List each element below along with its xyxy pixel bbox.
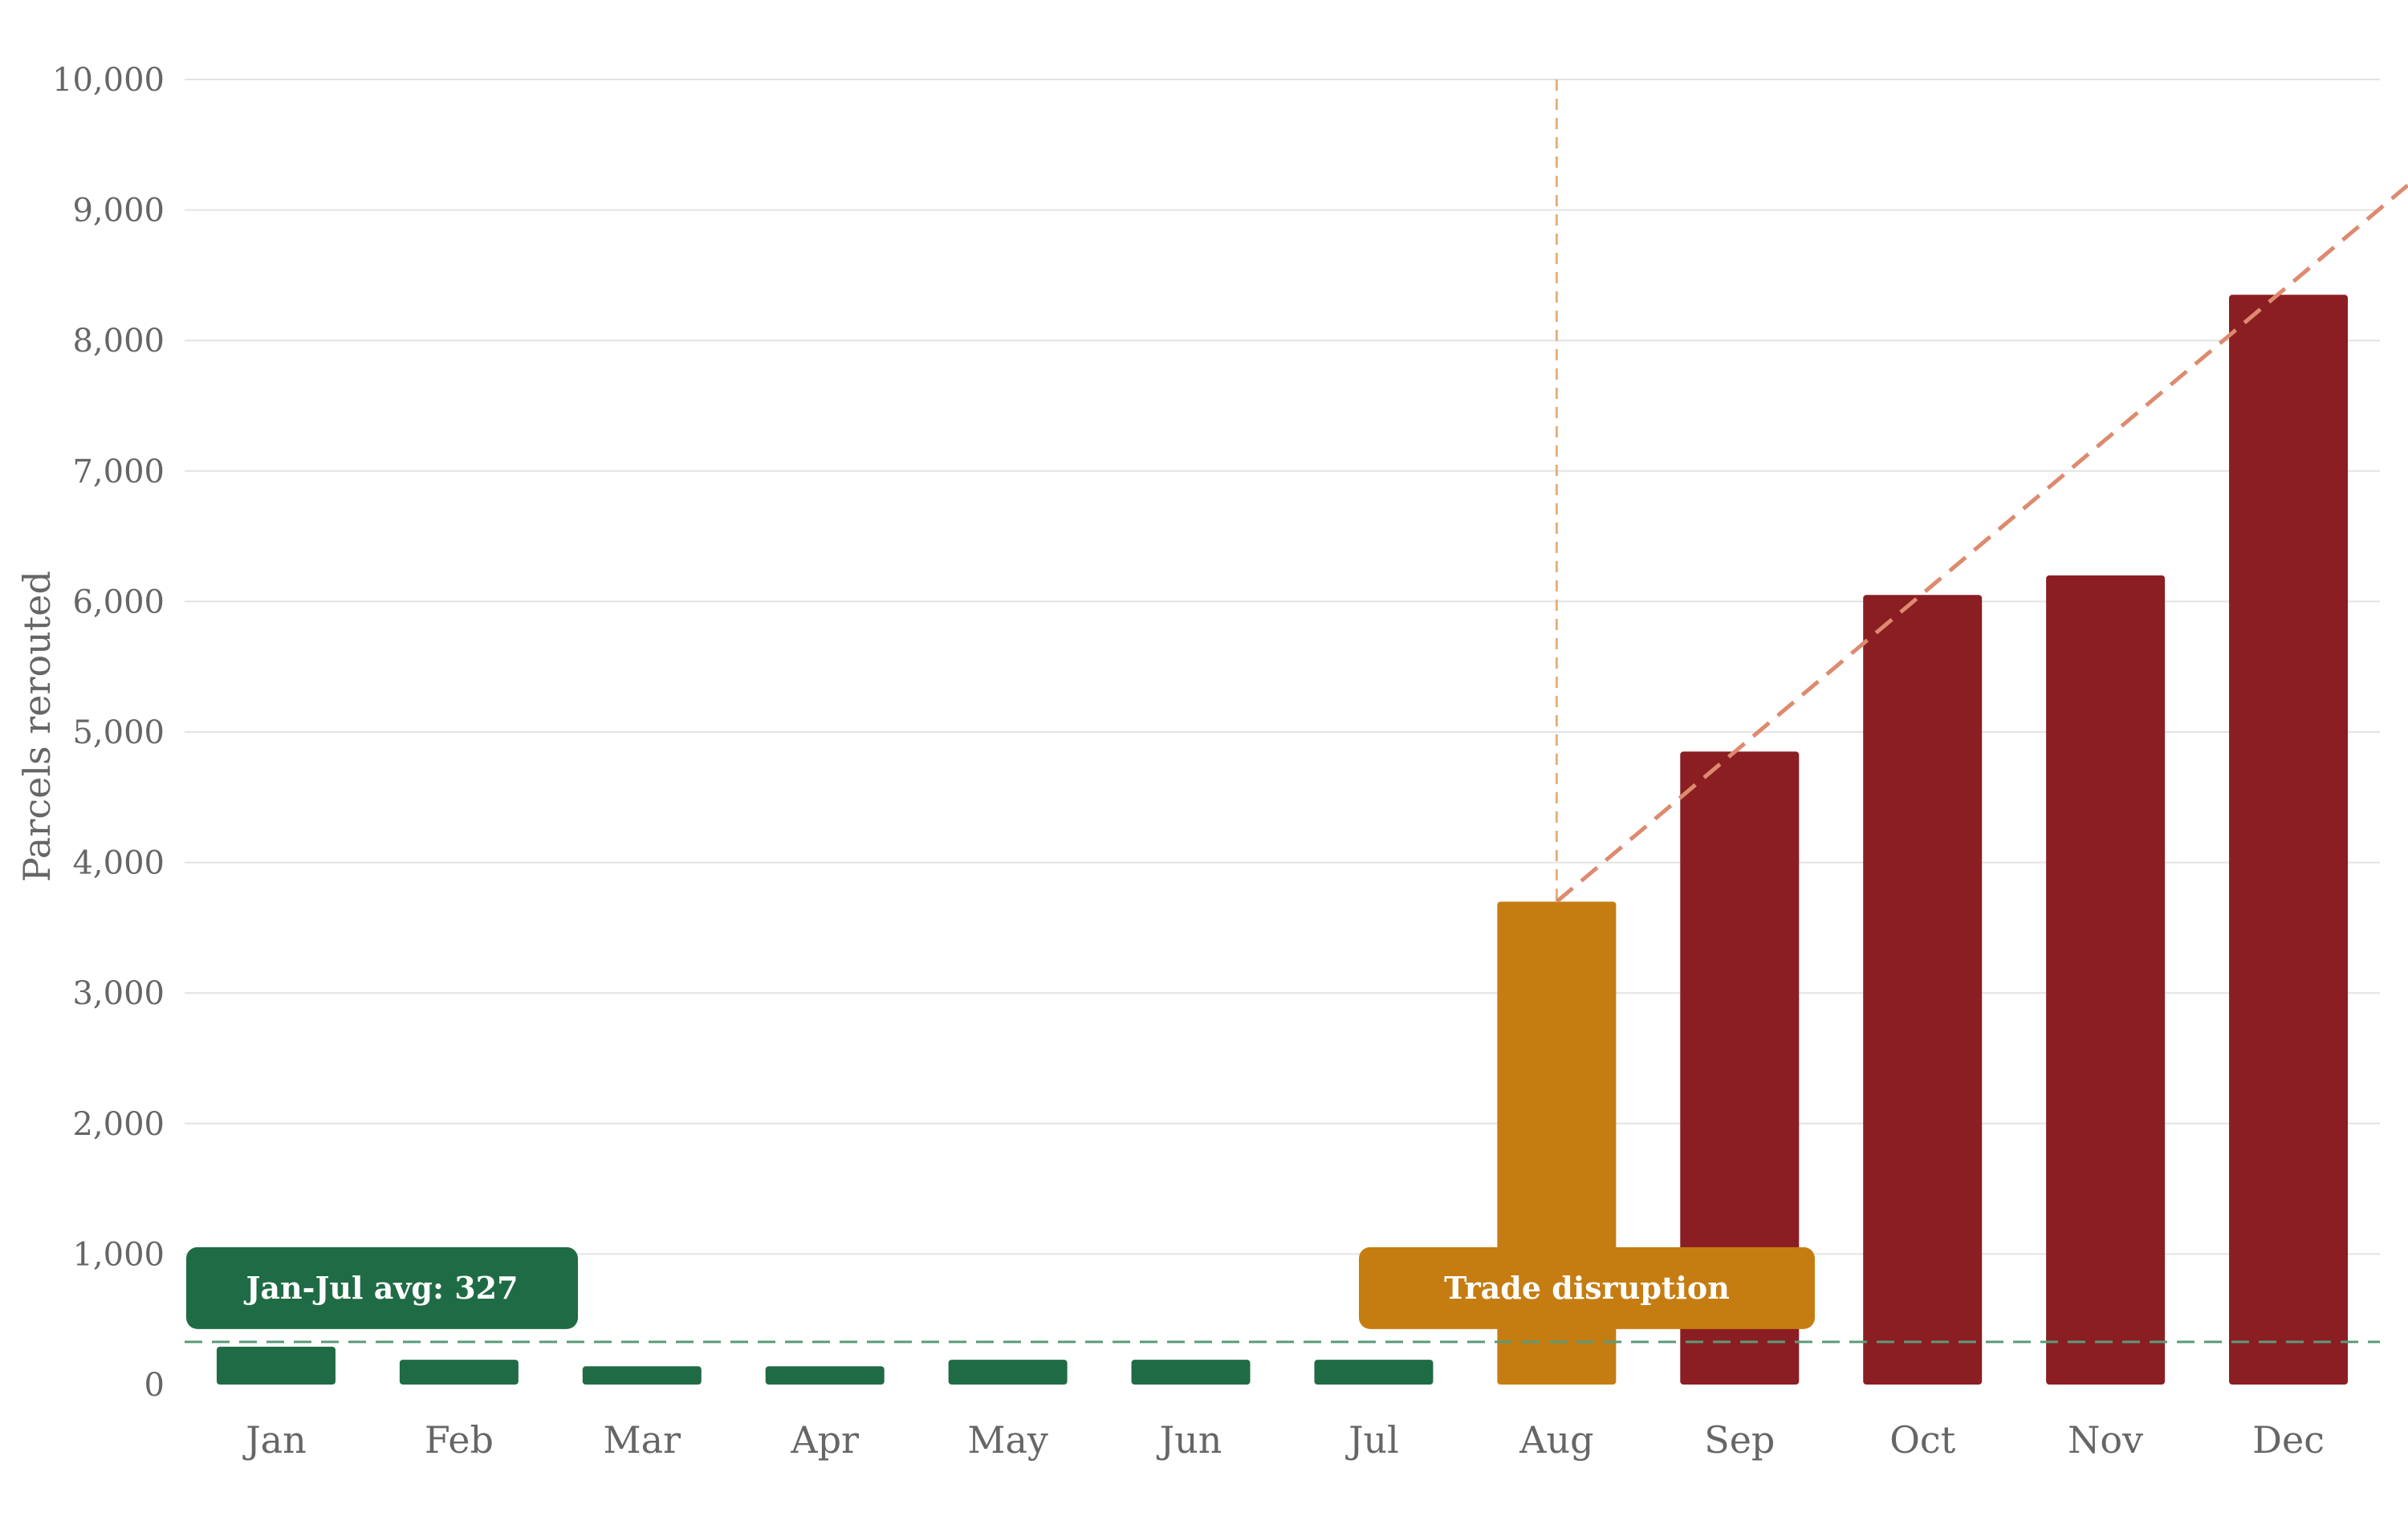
bar-sep: [1680, 751, 1800, 1385]
x-tick-label: Jul: [1345, 1418, 1399, 1462]
event-callout-label: Trade disruption: [1444, 1270, 1730, 1306]
y-tick-label: 4,000: [72, 845, 165, 882]
y-tick-label: 8,000: [72, 323, 165, 360]
y-tick-label: 1,000: [72, 1236, 165, 1273]
average-callout-box: [186, 1246, 578, 1329]
x-axis-labels: Jan Feb Mar Apr May Jun Jul Aug Sep Oct Nov Dec: [242, 1418, 2325, 1462]
y-axis-title: Parcels rerouted: [15, 571, 59, 882]
bar-nov: [2046, 575, 2166, 1385]
y-tick-label: 7,000: [72, 453, 165, 490]
y-tick-label: 9,000: [72, 193, 165, 230]
bars: [216, 295, 2349, 1385]
bar-oct: [1863, 595, 1983, 1385]
x-tick-label: Nov: [2068, 1418, 2143, 1462]
y-tick-label: 10,000: [52, 62, 165, 99]
bar-apr: [765, 1366, 885, 1385]
x-tick-label: Feb: [425, 1418, 494, 1462]
bar-jul: [1314, 1360, 1434, 1385]
bar-may: [948, 1360, 1068, 1385]
average-callout-label: Jan-Jul avg: 327: [243, 1270, 518, 1306]
event-callout-box: [1359, 1246, 1815, 1329]
y-tick-label: 2,000: [72, 1106, 165, 1143]
x-tick-label: Apr: [790, 1418, 859, 1462]
x-tick-label: Sep: [1704, 1418, 1775, 1462]
x-tick-label: Jun: [1157, 1418, 1222, 1462]
bar-dec: [2229, 295, 2349, 1385]
y-axis-ticks: 0 1,000 2,000 3,000 4,000 5,000 6,000 7,000 8,00…: [52, 62, 165, 1404]
gridlines: [185, 79, 2380, 1255]
trend-line: [1555, 183, 2408, 904]
bar-jun: [1131, 1360, 1251, 1385]
bar-feb: [399, 1360, 519, 1385]
x-tick-label: May: [967, 1418, 1048, 1462]
bar-mar: [582, 1366, 702, 1385]
bar-jan: [216, 1346, 336, 1385]
average-callout: Jan-Jul avg: 327: [186, 1246, 578, 1329]
y-tick-label: 3,000: [72, 975, 165, 1012]
y-tick-label: 0: [144, 1367, 165, 1404]
x-tick-label: Aug: [1519, 1418, 1593, 1462]
x-tick-label: Jan: [242, 1418, 307, 1462]
x-tick-label: Dec: [2252, 1418, 2325, 1462]
y-tick-label: 6,000: [72, 584, 165, 620]
x-tick-label: Oct: [1889, 1418, 1955, 1462]
y-tick-label: 5,000: [72, 714, 165, 751]
event-callout: Trade disruption: [1359, 1246, 1815, 1329]
x-tick-label: Mar: [604, 1418, 681, 1462]
